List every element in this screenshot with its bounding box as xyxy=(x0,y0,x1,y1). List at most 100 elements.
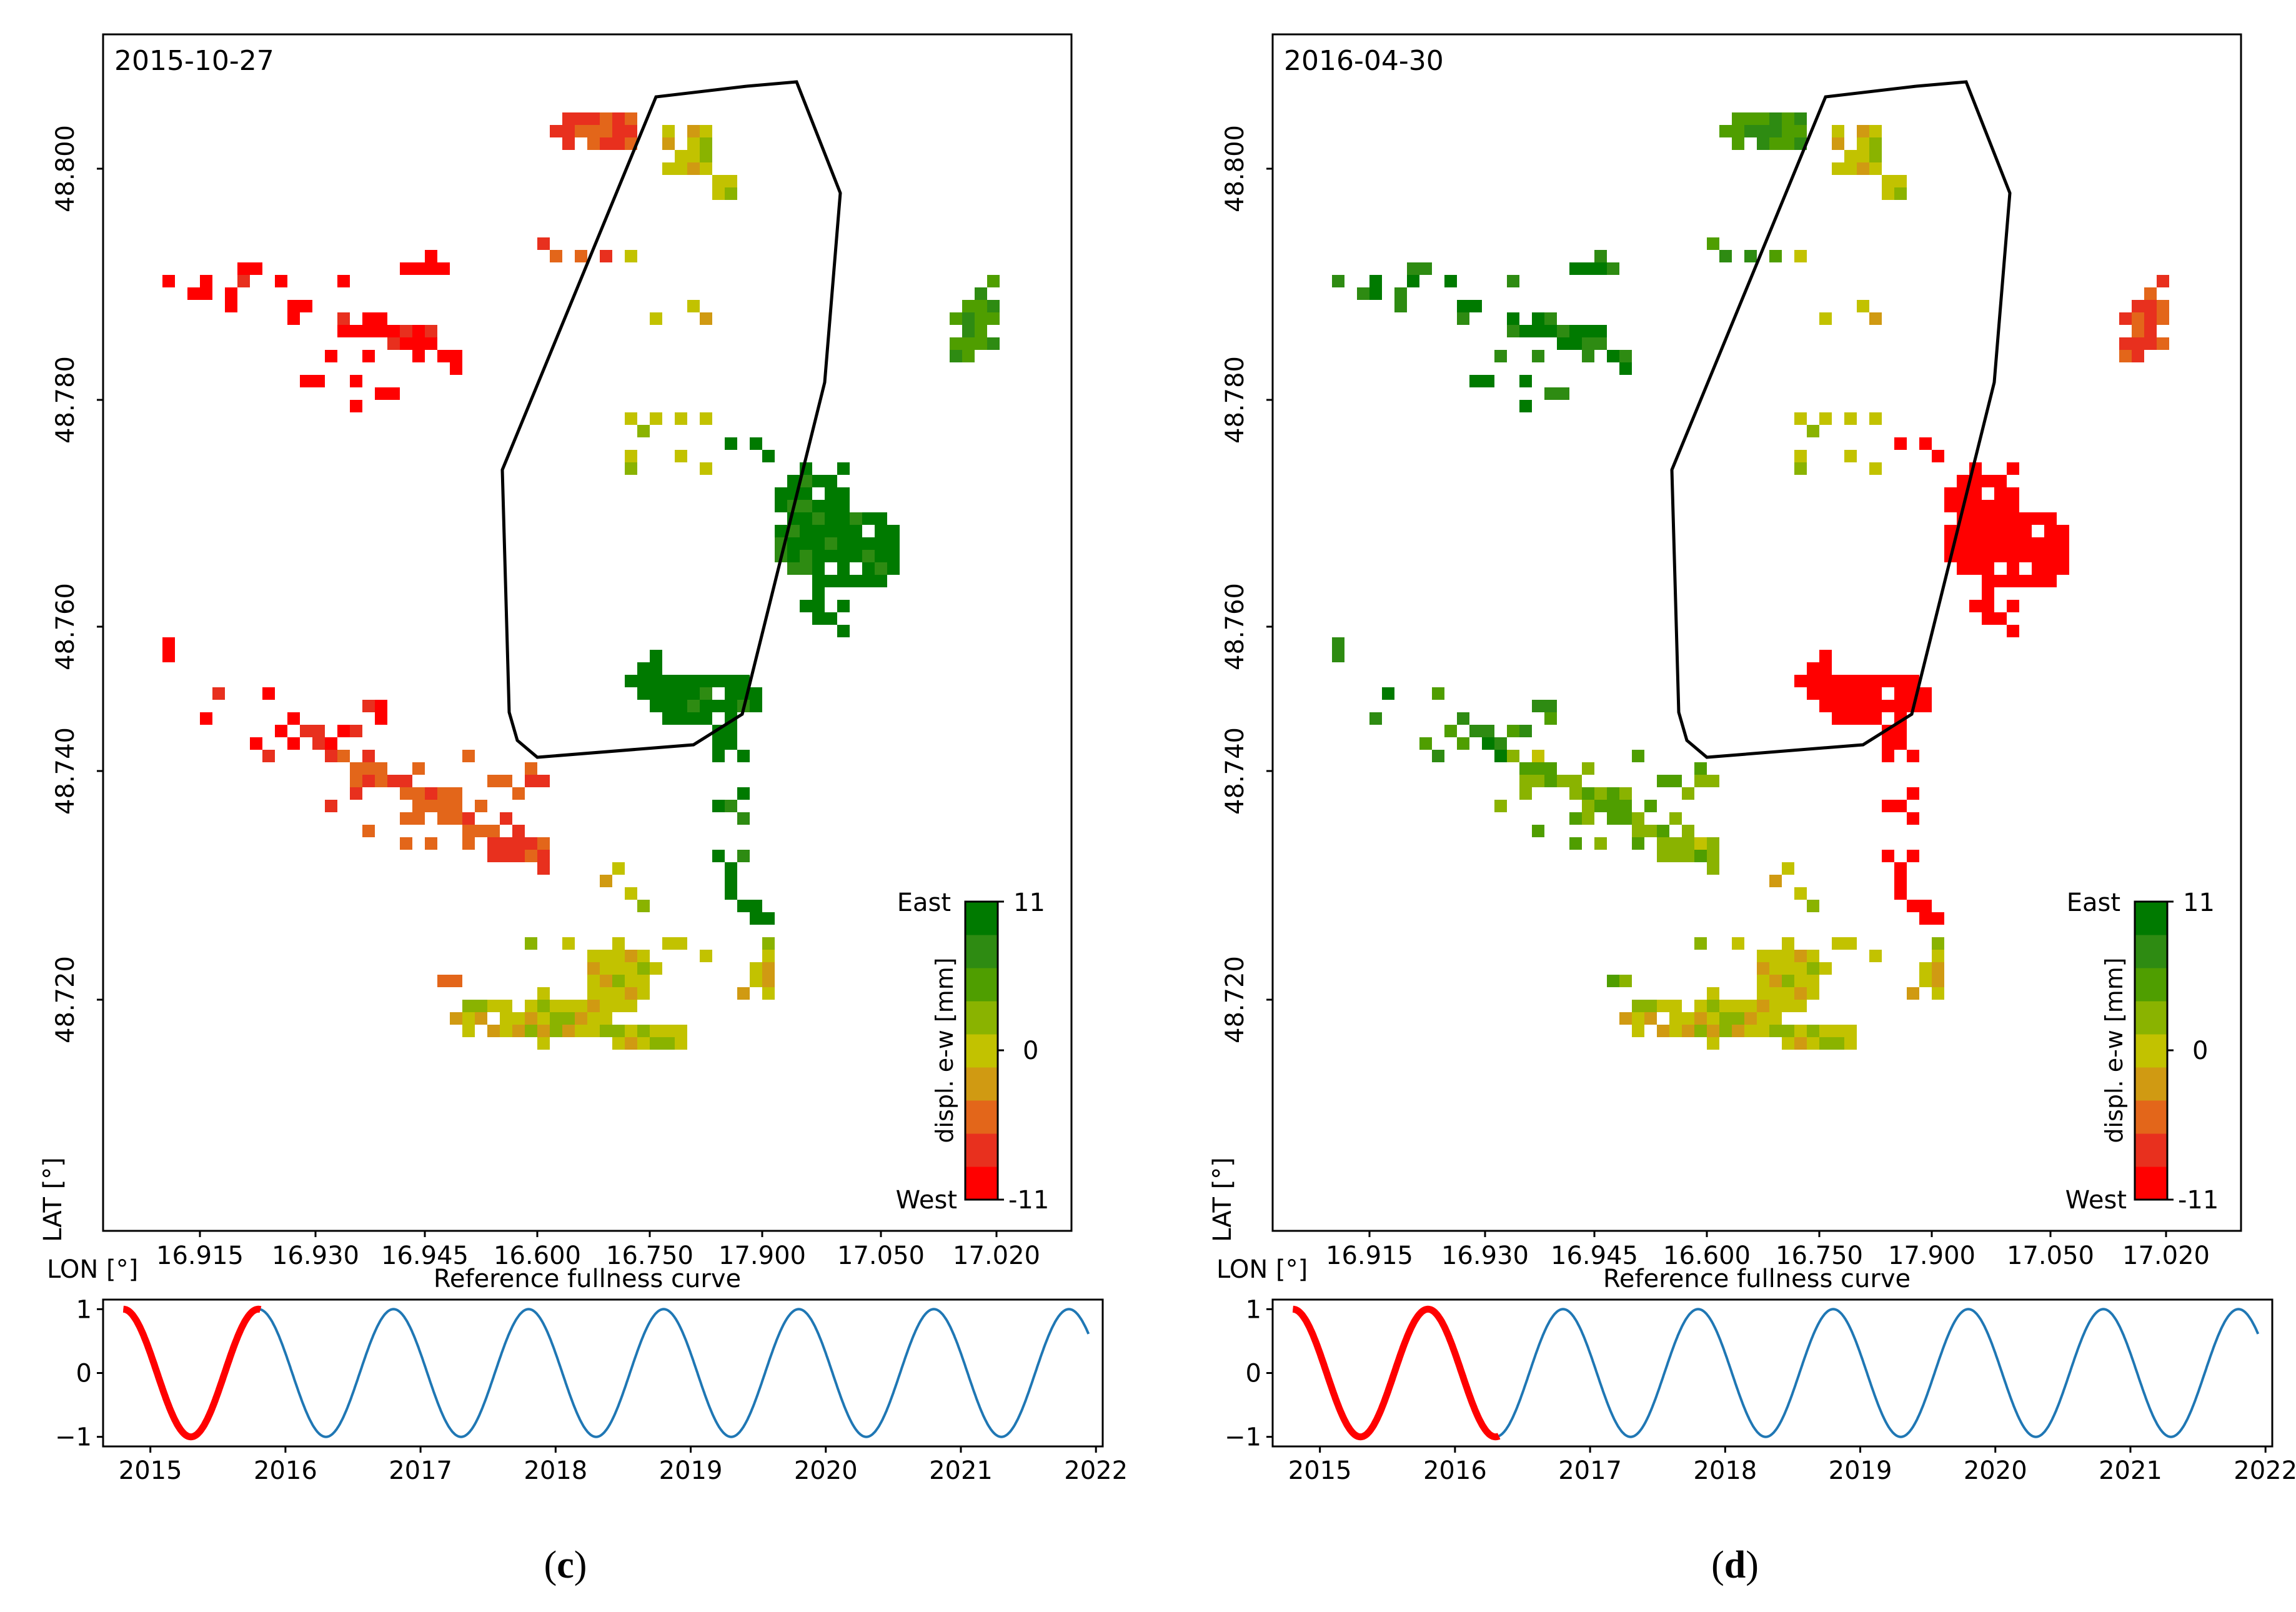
curve-title: Reference fullness curve xyxy=(434,1265,741,1293)
map-pixel xyxy=(1794,250,1807,262)
map-pixel xyxy=(1682,825,1694,837)
map-pixel xyxy=(1682,850,1694,862)
map-pixel xyxy=(1994,525,2007,537)
curve-x-tick-label: 2017 xyxy=(389,1456,452,1485)
map-pixel xyxy=(1607,787,1619,800)
map-pixel xyxy=(1844,1025,1857,1037)
map-pixel xyxy=(412,325,425,337)
map-pixel xyxy=(687,125,700,137)
map-pixel xyxy=(462,1000,475,1012)
map-pixel xyxy=(862,562,875,575)
map-pixel xyxy=(875,550,887,562)
map-pixel xyxy=(1782,950,1794,962)
map-pixel xyxy=(1519,775,1532,787)
map-pixel xyxy=(425,325,437,337)
map-pixel xyxy=(1769,137,1782,150)
map-pixel xyxy=(725,862,737,875)
map-pixel xyxy=(1544,387,1557,400)
map-pixel xyxy=(1407,275,1419,287)
colorbar-bin xyxy=(2135,1034,2167,1068)
map-pixel xyxy=(1769,1025,1782,1037)
map-pixel xyxy=(1682,787,1694,800)
map-pixel xyxy=(1869,712,1882,725)
map-pixel xyxy=(750,700,762,712)
map-pixel xyxy=(225,287,237,300)
map-pixel xyxy=(712,675,725,687)
y-tick-label: 48.780 xyxy=(1221,356,1250,444)
map-pixel xyxy=(337,725,350,737)
map-pixel xyxy=(687,137,700,150)
map-pixel xyxy=(1732,1012,1744,1025)
curve-y-axis: 1 0 −1 xyxy=(55,1295,103,1452)
map-pixel xyxy=(625,1037,637,1050)
map-pixel xyxy=(1794,887,1807,900)
map-pixel xyxy=(1757,962,1769,975)
map-pixel xyxy=(337,312,350,325)
map-pixel xyxy=(1894,175,1907,187)
map-pixel xyxy=(1819,662,1832,675)
map-pixel xyxy=(700,700,712,712)
map-pixel xyxy=(1794,125,1807,137)
map-pixel xyxy=(262,687,275,700)
map-pixel xyxy=(1632,1000,1644,1012)
map-pixel xyxy=(987,275,1000,287)
aoi-polygon xyxy=(1670,80,2012,759)
map-pixel xyxy=(975,325,987,337)
map-pixel xyxy=(1569,837,1582,850)
map-pixel xyxy=(587,112,600,125)
map-pixel xyxy=(2019,537,2032,550)
map-pixel xyxy=(625,1025,637,1037)
map-pixel xyxy=(1769,112,1782,125)
map-pixel xyxy=(887,562,900,575)
x-tick-label: 16.930 xyxy=(272,1241,359,1270)
map-pixel xyxy=(1607,812,1619,825)
map-pixel xyxy=(1782,975,1794,987)
map-pixel xyxy=(612,975,625,987)
map-pixel xyxy=(1757,125,1769,137)
colorbar-bins xyxy=(2135,902,2167,1200)
x-tick-label: 16.915 xyxy=(1326,1241,1413,1270)
x-tick-label: 17.050 xyxy=(837,1241,925,1270)
map-pixel xyxy=(675,712,687,725)
map-pixel xyxy=(1857,150,1869,162)
map-pixel xyxy=(312,375,325,387)
colorbar-bin xyxy=(2135,1067,2167,1101)
map-pixel xyxy=(700,312,712,325)
x-tick-label: 16.600 xyxy=(494,1241,581,1270)
x-tick-label: 16.945 xyxy=(1551,1241,1638,1270)
map-pixel xyxy=(500,1000,512,1012)
map-pixel xyxy=(2007,600,2019,612)
map-pixel xyxy=(887,550,900,562)
map-pixel xyxy=(562,1025,575,1037)
map-pixel xyxy=(237,275,250,287)
map-pixel xyxy=(1457,300,1469,312)
map-pixel xyxy=(1494,750,1507,762)
map-pixel xyxy=(1844,1037,1857,1050)
map-pixel xyxy=(1744,1025,1757,1037)
map-pixel xyxy=(1894,737,1907,750)
map-pixel xyxy=(1832,675,1844,687)
panel-c: 2015-10-27 48.720 48.740 48.760 48.780 4… xyxy=(39,33,1128,1586)
map-pixel xyxy=(1682,1025,1694,1037)
map-pixel xyxy=(1819,700,1832,712)
curve-y-axis: 1 0 −1 xyxy=(1225,1295,1273,1452)
map-pixel xyxy=(1857,137,1869,150)
map-pixel xyxy=(1532,775,1544,787)
map-pixel xyxy=(412,787,425,800)
map-pixel xyxy=(375,775,387,787)
map-pixel xyxy=(687,675,700,687)
map-pixel xyxy=(2007,462,2019,475)
map-pixel xyxy=(2044,575,2057,587)
map-pixel xyxy=(1994,512,2007,525)
curve-x-tick-label: 2022 xyxy=(1064,1456,1128,1485)
map-pixel xyxy=(425,787,437,800)
map-pixel xyxy=(1982,612,1994,625)
map-pixel xyxy=(2032,512,2044,525)
map-pixel xyxy=(287,712,300,725)
curve-y-tick-label: −1 xyxy=(1225,1423,1261,1452)
map-pixel xyxy=(625,1000,637,1012)
map-pixel xyxy=(1782,112,1794,125)
x-tick-label: 16.750 xyxy=(606,1241,693,1270)
curve-x-tick-label: 2016 xyxy=(254,1456,317,1485)
map-pixel xyxy=(1994,487,2007,500)
